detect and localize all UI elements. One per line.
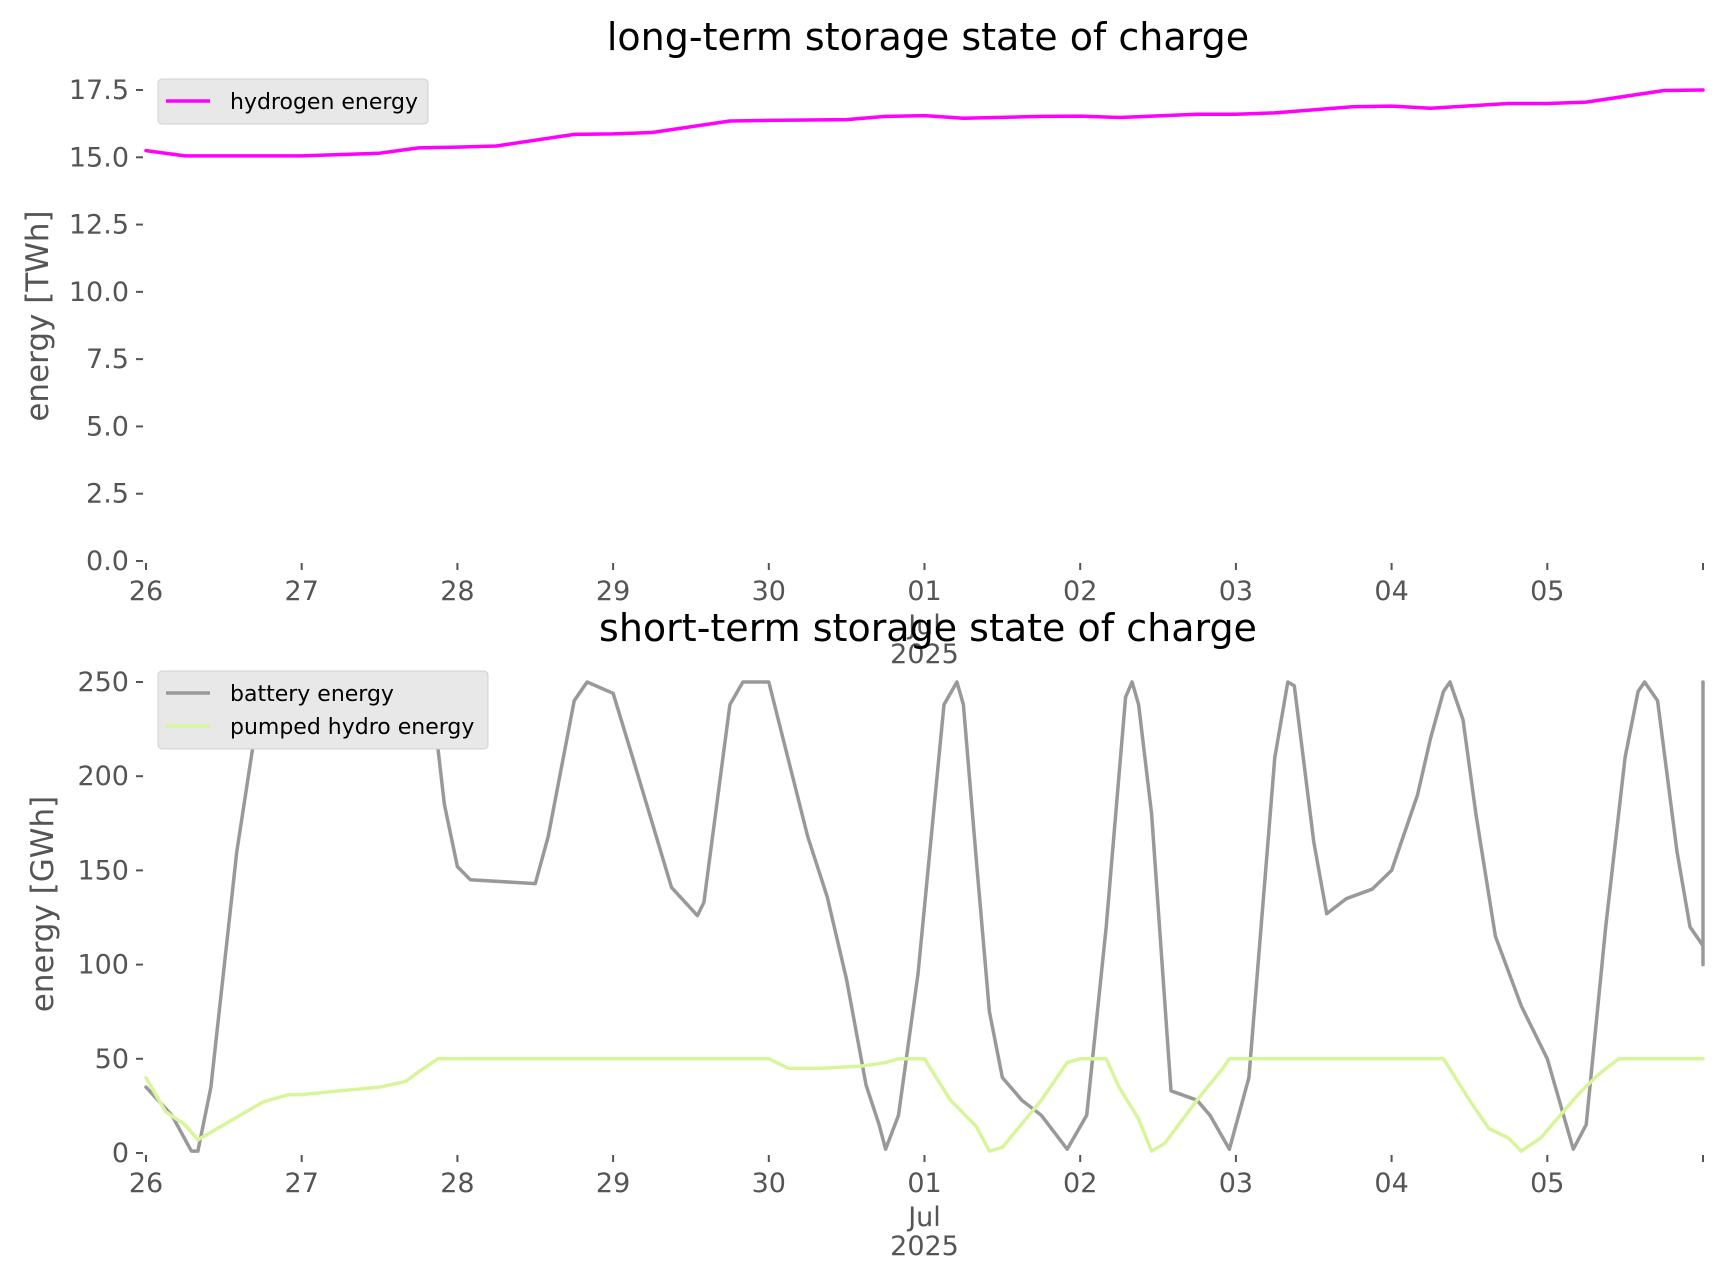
x-tick-label: 01 bbox=[907, 576, 941, 607]
y-tick-label: 50 bbox=[95, 1044, 129, 1075]
x-tick-label: 26 bbox=[129, 1168, 163, 1199]
x-tick-label: 26 bbox=[129, 576, 163, 607]
series-line bbox=[144, 88, 1705, 158]
legend-label: pumped hydro energy bbox=[230, 715, 474, 740]
series-line bbox=[144, 680, 1705, 1153]
x-tick-year-label: 2025 bbox=[890, 639, 959, 670]
x-tick-label: 29 bbox=[596, 1168, 630, 1199]
x-tick-label: 03 bbox=[1219, 576, 1253, 607]
legend-label: battery energy bbox=[230, 682, 394, 707]
x-tick-month-label: Jul bbox=[906, 1202, 941, 1233]
x-tick-label: 27 bbox=[285, 576, 319, 607]
x-tick-label: 03 bbox=[1219, 1168, 1253, 1199]
chart-title: long-term storage state of charge bbox=[607, 15, 1249, 59]
x-tick-label: 27 bbox=[285, 1168, 319, 1199]
x-tick-label: 28 bbox=[440, 1168, 474, 1199]
y-tick-label: 200 bbox=[77, 761, 129, 792]
y-tick-label: 0.0 bbox=[86, 546, 129, 577]
x-tick-label: 30 bbox=[752, 1168, 786, 1199]
series-lines bbox=[144, 680, 1705, 1153]
y-tick-label: 12.5 bbox=[69, 210, 129, 241]
x-tick-month-label: Jul bbox=[906, 610, 941, 641]
x-tick-label: 02 bbox=[1063, 1168, 1097, 1199]
x-tick-label: 05 bbox=[1530, 1168, 1564, 1199]
x-tick-label: 04 bbox=[1374, 1168, 1408, 1199]
legend: hydrogen energy bbox=[157, 78, 429, 125]
x-tick-label: 04 bbox=[1374, 576, 1408, 607]
legend-frame bbox=[157, 670, 489, 750]
y-tick-label: 100 bbox=[77, 950, 129, 981]
x-tick-label: 30 bbox=[752, 576, 786, 607]
x-tick-label: 05 bbox=[1530, 576, 1564, 607]
long-term-storage-chart: long-term storage state of charge energy… bbox=[20, 15, 1705, 670]
series-line bbox=[144, 1057, 1705, 1153]
series-lines bbox=[144, 88, 1705, 158]
legend-frame bbox=[157, 78, 429, 125]
y-tick-label: 15.0 bbox=[69, 142, 129, 173]
x-tick-year-label: 2025 bbox=[890, 1231, 959, 1262]
chart-title: short-term storage state of charge bbox=[599, 606, 1257, 650]
y-axis-label: energy [TWh] bbox=[20, 210, 56, 421]
y-tick-label: 17.5 bbox=[69, 75, 129, 106]
y-tick-label: 150 bbox=[77, 855, 129, 886]
y-axis-label: energy [GWh] bbox=[25, 796, 61, 1012]
y-tick-label: 0 bbox=[112, 1138, 129, 1169]
y-tick-label: 2.5 bbox=[86, 479, 129, 510]
short-term-storage-chart: short-term storage state of charge energ… bbox=[25, 606, 1705, 1262]
legend: battery energy pumped hydro energy bbox=[157, 670, 489, 750]
x-tick-label: 02 bbox=[1063, 576, 1097, 607]
y-tick-label: 7.5 bbox=[86, 344, 129, 375]
y-tick-label: 250 bbox=[77, 667, 129, 698]
x-tick-label: 01 bbox=[907, 1168, 941, 1199]
axis-ticks: 0.0 2.5 5.0 7.5 10.0 12.5 15.0 17.5 26 27 28 29 30 01… bbox=[69, 75, 1704, 670]
y-tick-label: 5.0 bbox=[86, 411, 129, 442]
x-tick-label: 28 bbox=[440, 576, 474, 607]
y-tick-label: 10.0 bbox=[69, 277, 129, 308]
x-tick-label: 29 bbox=[596, 576, 630, 607]
legend-label: hydrogen energy bbox=[230, 90, 418, 115]
